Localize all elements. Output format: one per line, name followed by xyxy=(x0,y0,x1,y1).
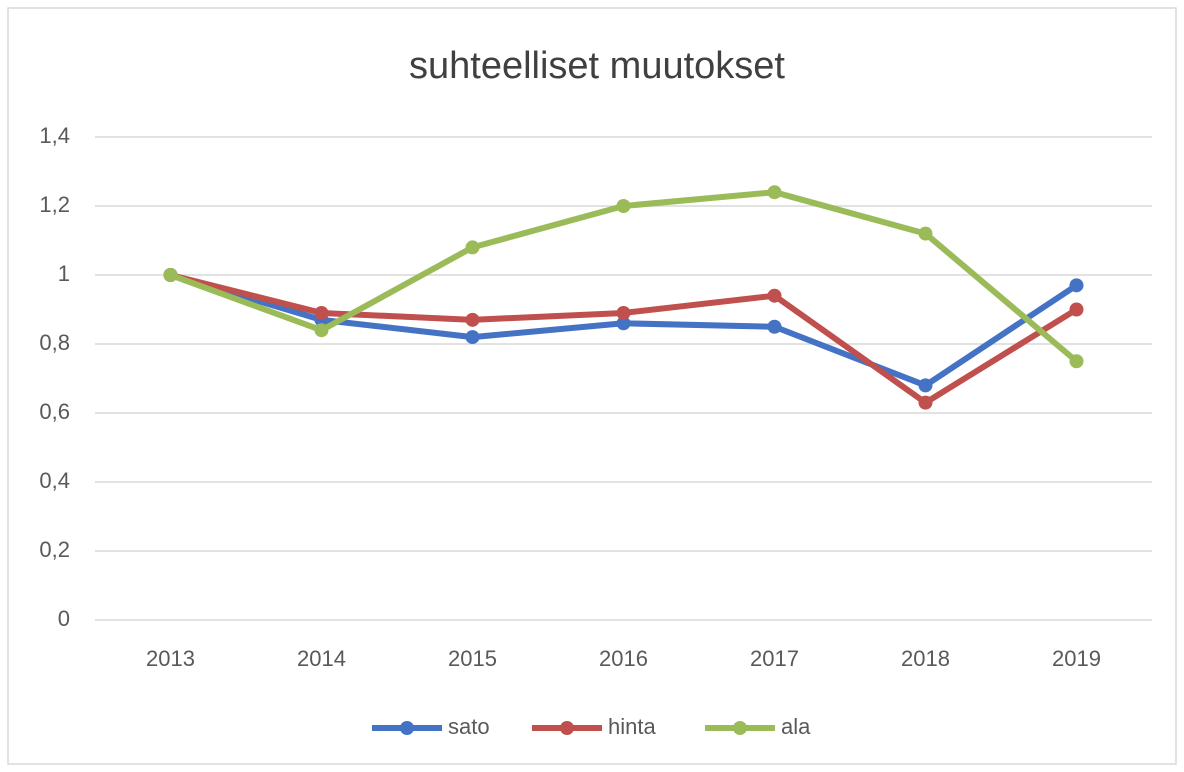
legend-label: ala xyxy=(781,714,811,739)
x-tick-label: 2015 xyxy=(448,646,497,671)
data-point xyxy=(767,288,782,303)
legend-marker xyxy=(400,721,414,735)
x-tick-label: 2017 xyxy=(750,646,799,671)
data-point xyxy=(767,319,782,334)
data-point xyxy=(1069,278,1084,293)
data-point xyxy=(616,316,631,331)
data-point xyxy=(616,199,631,213)
legend-label: hinta xyxy=(608,714,656,739)
data-point xyxy=(918,395,933,410)
y-tick-label: 0 xyxy=(58,606,70,631)
x-tick-label: 2019 xyxy=(1052,646,1101,671)
chart-title: suhteelliset muutokset xyxy=(409,45,785,87)
data-point xyxy=(465,330,480,345)
data-point xyxy=(918,226,933,241)
y-tick-label: 1,4 xyxy=(39,123,70,148)
data-point xyxy=(616,305,631,320)
y-tick-label: 0,6 xyxy=(39,399,70,424)
y-tick-label: 1,2 xyxy=(39,192,70,217)
legend-label: sato xyxy=(448,714,490,739)
y-tick-label: 0,8 xyxy=(39,330,70,355)
data-point xyxy=(465,312,480,327)
chart-border xyxy=(7,7,1177,765)
data-point xyxy=(314,305,329,320)
data-point xyxy=(767,185,782,200)
x-tick-label: 2018 xyxy=(901,646,950,671)
x-tick-label: 2014 xyxy=(297,646,346,671)
data-point xyxy=(1069,302,1084,317)
legend-marker xyxy=(733,721,747,735)
legend-marker xyxy=(560,721,574,735)
data-point xyxy=(465,240,480,255)
data-point xyxy=(163,268,178,282)
data-point xyxy=(314,323,329,338)
y-tick-label: 0,4 xyxy=(39,468,70,493)
y-tick-label: 0,2 xyxy=(39,537,70,562)
x-tick-label: 2013 xyxy=(146,646,195,671)
data-point xyxy=(918,378,933,393)
data-point xyxy=(1069,354,1084,369)
y-tick-label: 1 xyxy=(58,261,70,286)
x-tick-label: 2016 xyxy=(599,646,648,671)
